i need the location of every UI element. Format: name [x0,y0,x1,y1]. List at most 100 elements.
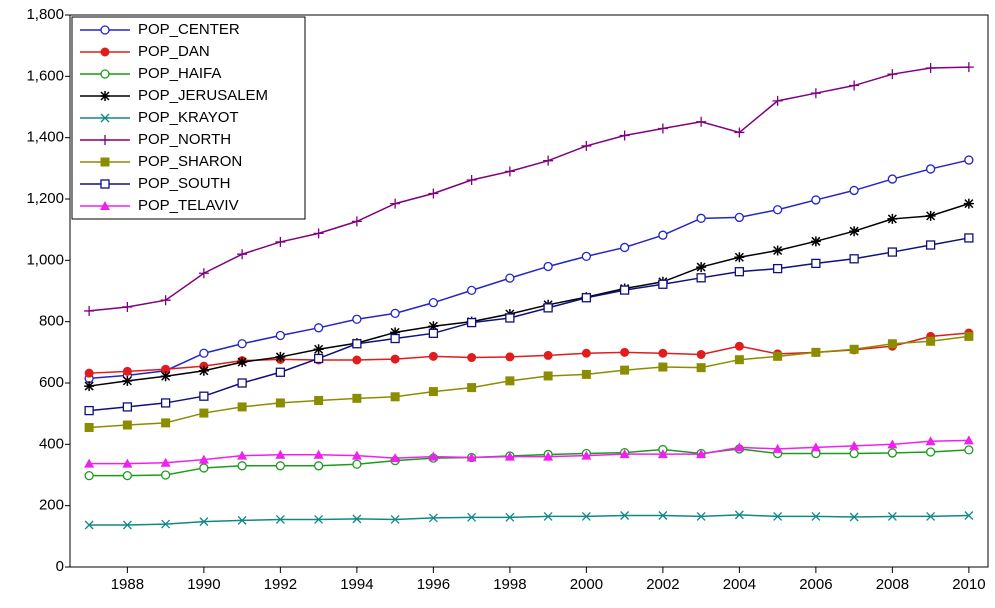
point [849,185,859,196]
point [122,470,133,481]
point [313,228,324,239]
y-tick-label: 800 [39,313,64,330]
legend-label: POP_CENTER [138,21,240,38]
point [696,116,707,127]
point [810,88,821,99]
point [696,262,707,273]
point [963,62,974,73]
point [658,230,668,240]
point [428,387,438,397]
point [390,354,400,364]
point [887,339,897,349]
point [275,461,286,471]
point [811,258,821,269]
point [734,442,745,452]
point [964,511,974,520]
point [620,365,630,375]
point [84,422,94,432]
x-tick-label: 2010 [952,576,985,593]
point [237,249,248,260]
plot-frame [69,14,989,568]
legend: POP_CENTER POP_DAN POP_HAIFA POP_JERUSALEM P… [71,16,306,220]
point [925,240,936,250]
point [772,245,783,256]
point [772,443,783,453]
point [925,436,936,446]
point [390,327,401,338]
point [390,198,401,209]
point [772,205,783,215]
legend-box [71,16,306,220]
point [657,123,668,134]
point [773,351,783,361]
legend-label: POP_KRAYOT [138,109,239,126]
point [428,321,439,332]
y-tick-label: 1,600 [26,67,64,84]
point [275,330,286,341]
point [543,371,553,381]
legend-marker [100,47,110,57]
point [505,376,515,386]
legend-marker [100,135,110,145]
point [275,449,286,459]
point [428,328,439,338]
x-tick-label: 2008 [876,576,909,593]
point [390,333,400,344]
point [849,226,860,237]
point [352,514,362,524]
point [925,210,936,221]
legend-label: POP_DAN [138,43,210,60]
point [275,367,286,377]
series-line [89,159,970,380]
x-tick-label: 2004 [723,576,756,593]
point [887,448,898,458]
point [160,470,171,480]
point [620,347,630,357]
point [160,457,171,467]
point [199,517,209,527]
point [352,314,362,324]
legend-label: POP_TELAVIV [138,197,239,214]
point [811,347,821,357]
point [849,448,859,459]
point [122,366,132,376]
point [313,344,324,355]
point [275,236,286,247]
point [734,510,744,520]
point [199,408,209,418]
point [581,251,592,261]
legend-marker [100,91,110,101]
point [658,348,668,358]
x-tick-label: 1994 [340,576,373,593]
point [237,402,247,412]
point [734,252,745,263]
point [237,378,247,388]
point [657,449,668,459]
point [887,439,898,449]
point [467,353,477,363]
point [581,348,591,358]
point [352,393,362,403]
point [696,449,707,459]
y-tick-label: 200 [39,497,64,514]
point [84,405,94,416]
point [772,263,783,274]
point [351,450,362,460]
point [964,155,974,165]
point [198,268,209,279]
series-line [89,448,969,477]
legend-marker [100,113,110,123]
y-tick-label: 1,400 [26,129,64,146]
point [505,313,515,323]
legend-label: POP_HAIFA [138,65,221,82]
point [122,375,133,386]
point [198,454,209,464]
point [84,520,94,530]
point [313,353,324,364]
point [161,418,171,428]
point [619,285,630,295]
point [696,213,706,223]
y-tick-label: 0 [56,558,64,575]
legend-label: POP_JERUSALEM [138,87,268,104]
